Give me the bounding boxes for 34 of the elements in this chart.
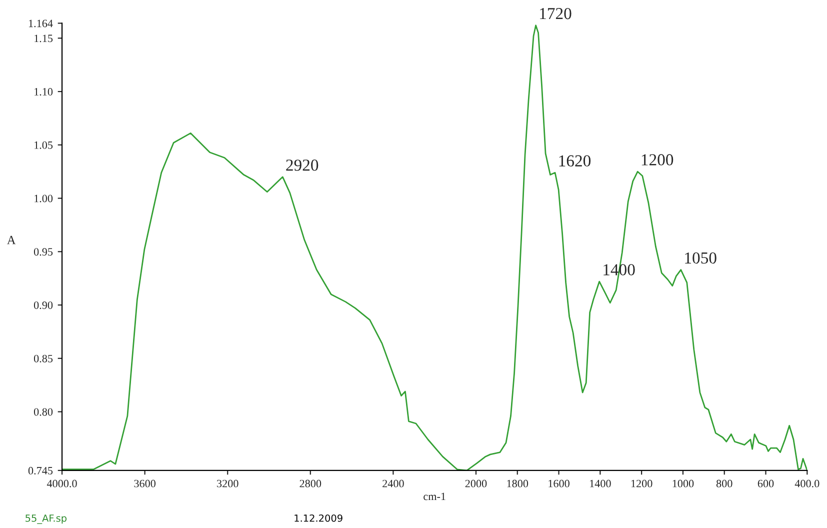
y-tick-label: 0.95 bbox=[34, 248, 53, 256]
y-tick-label: 1.10 bbox=[34, 88, 53, 96]
annotation: 1620 bbox=[559, 155, 591, 166]
y-axis-title: A bbox=[6, 236, 16, 244]
annotation: 1200 bbox=[642, 154, 674, 166]
y-tick-label: 1.15 bbox=[34, 34, 53, 42]
x-tick-label: 1000 bbox=[672, 480, 694, 488]
y-tick-label: 0.80 bbox=[34, 408, 53, 416]
x-tick-label: 2400 bbox=[382, 480, 404, 488]
x-tick-label: 400.0 bbox=[794, 480, 820, 488]
x-tick-label: 1400 bbox=[590, 480, 611, 488]
y-tick-label: 0.85 bbox=[34, 354, 53, 362]
x-tick-label: 3600 bbox=[134, 480, 156, 488]
y-tick-label: 0.90 bbox=[34, 301, 53, 310]
x-tick-label: 2000 bbox=[465, 480, 487, 488]
x-tick-label: 800 bbox=[716, 480, 732, 488]
text: 1.12.2009 bbox=[294, 514, 342, 522]
line-series bbox=[62, 24, 808, 470]
y-tick-label: 1.05 bbox=[34, 141, 53, 149]
y-tick-label: 0.745 bbox=[28, 466, 53, 474]
x-tick-label: 1800 bbox=[507, 480, 528, 488]
x-tick-label: 1600 bbox=[548, 480, 570, 488]
y-tick-label: 1.00 bbox=[34, 194, 53, 202]
text: 55_AF.sp bbox=[26, 514, 67, 524]
annotation: 2920 bbox=[286, 160, 318, 171]
annotation: 1720 bbox=[540, 8, 572, 20]
x-tick-label: 2800 bbox=[300, 480, 322, 488]
annotation: 1050 bbox=[685, 252, 716, 264]
y-tick-label: 1.164 bbox=[28, 20, 53, 28]
x-tick-label: 4000.0 bbox=[46, 480, 77, 488]
x-axis-title: cm-1 bbox=[424, 492, 446, 500]
x-tick-label: 600 bbox=[758, 480, 774, 488]
x-tick-label: 1200 bbox=[631, 480, 652, 488]
x-tick-label: 3200 bbox=[217, 480, 238, 488]
